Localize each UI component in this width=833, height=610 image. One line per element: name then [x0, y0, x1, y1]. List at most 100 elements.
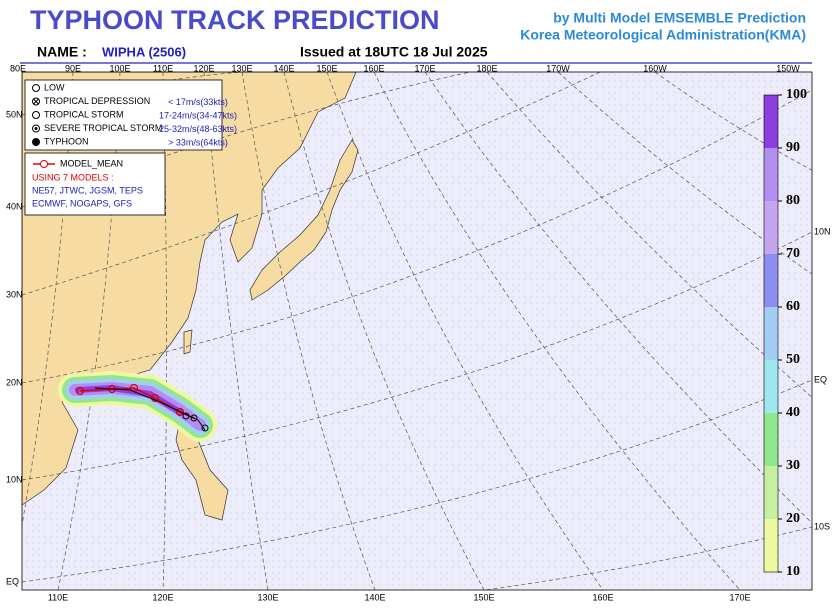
circle: [190, 414, 198, 422]
colorbar-label: 10: [786, 564, 800, 579]
legend-mean: MODEL_MEAN: [60, 158, 123, 168]
bottom-axis-label: 110E: [48, 592, 68, 602]
top-axis-label: 170E: [414, 63, 435, 73]
colorbar-segment: [764, 466, 778, 519]
colorbar-segment: [764, 95, 778, 148]
intensity-name: LOW: [44, 82, 65, 92]
models-list: NE57, JTWC, JGSM, TEPS: [32, 185, 143, 195]
colorbar-label: 30: [786, 458, 800, 473]
path: [22, 89, 812, 384]
bottom-axis-label: 170E: [729, 592, 750, 602]
intensity-name: TROPICAL STORM: [44, 109, 124, 119]
top-axis-label: 100E: [109, 63, 130, 73]
legend-box: [24, 79, 223, 151]
intensity-name: SEVERE TROPICAL STORM: [44, 123, 162, 133]
intensity-range: 25-32m/s(48-63kts): [159, 124, 237, 134]
colorbar-label: 50: [786, 352, 800, 367]
legend-intensity: LOW TROPICAL DEPRESSION < 17m/s(33kts) TROP…: [24, 79, 237, 151]
colorbar-label: 60: [786, 299, 800, 314]
circle: [201, 424, 209, 432]
left-axis-label: 50N: [6, 109, 23, 119]
path: [557, 72, 812, 275]
colorbar-segment: [764, 360, 778, 413]
typhoon-name: WIPHA (2506): [102, 44, 186, 59]
colorbar-label: 70: [786, 246, 800, 261]
circle: [182, 412, 190, 420]
mean-icon: [40, 160, 48, 168]
path: [22, 379, 812, 583]
circle: [175, 407, 185, 417]
colorbar-segment: [764, 148, 778, 201]
path: [373, 72, 741, 590]
top-axis-label: 160W: [643, 63, 667, 73]
land-japan: [249, 139, 359, 301]
intensity-name: TROPICAL DEPRESSION: [44, 96, 150, 106]
path: [22, 231, 812, 481]
models-title: USING 7 MODELS :: [32, 172, 114, 182]
graticule: [0, 72, 812, 590]
colorbar-segment: [764, 519, 778, 572]
colorbar-segment: [764, 254, 778, 307]
top-axis-label: 130E: [231, 63, 252, 73]
bottom-axis-label: 160E: [592, 592, 613, 602]
subtitle: Korea Meteorological Administration(KMA): [520, 27, 806, 43]
colorbar-label: 100: [786, 87, 807, 102]
left-axis-label: 10N: [6, 474, 23, 484]
path: [22, 72, 601, 296]
left-axis-label: 20N: [6, 377, 23, 387]
path: [241, 72, 376, 590]
issued: Issued at 18UTC 18 Jul 2025: [300, 44, 488, 60]
bottom-axis-label: 120E: [152, 592, 173, 602]
title: TYPHOON TRACK PREDICTION: [30, 5, 440, 35]
colorbar-label: 90: [786, 140, 800, 155]
top-axis-label: 120E: [193, 63, 214, 73]
right-axis-label: 10N: [814, 226, 831, 236]
path: [482, 526, 812, 590]
colorbar-frame: [763, 94, 779, 573]
intensity-range: > 33m/s(64kts): [168, 137, 228, 147]
intensity-icon: [34, 127, 38, 130]
top-axis-label: 170W: [546, 63, 570, 73]
top-axis-label: 110E: [153, 63, 173, 73]
top-axis-label: 150E: [316, 63, 337, 73]
model-tracks: [94, 387, 209, 432]
colorbar-segment: [764, 307, 778, 360]
intensity-icon: [32, 84, 40, 92]
path: [94, 387, 206, 431]
top-axis-label: 150W: [776, 63, 800, 73]
intensity-icon: [33, 98, 39, 105]
colorbar-label: 40: [786, 405, 800, 420]
left-axis-label: 40N: [6, 201, 23, 211]
colorbar-segment: [764, 413, 778, 466]
subtitle: by Multi Model EMSEMBLE Prediction: [553, 10, 806, 26]
path: [283, 72, 485, 590]
path: [654, 72, 812, 171]
left-axis-label: 30N: [6, 289, 23, 299]
bottom-axis-label: 150E: [473, 592, 494, 602]
intensity-range: 17-24m/s(34-47kts): [159, 110, 237, 120]
top-axis-label: 140E: [273, 63, 294, 73]
intensity-name: TYPHOON: [44, 136, 89, 146]
top-axis-label: 180E: [476, 63, 497, 73]
name-label: NAME :: [37, 44, 87, 60]
top-axis-label: 90E: [65, 63, 81, 73]
colorbar-segment: [764, 201, 778, 254]
right-axis-label: 10S: [814, 521, 830, 531]
colorbar-label: 20: [786, 511, 800, 526]
intensity-range: < 17m/s(33kts): [168, 97, 228, 107]
map-frame: [21, 71, 813, 591]
circle: [75, 386, 85, 396]
circle: [150, 393, 160, 403]
land-taiwan: [183, 329, 193, 355]
path: [424, 72, 812, 524]
path: [0, 72, 18, 590]
colorbar: 10 20 30 40 50 60 70 80 90 100: [763, 87, 807, 579]
path: [22, 72, 360, 116]
models-list: ECMWF, NOGAPS, GFS: [32, 198, 132, 208]
bottom-axis-label: 140E: [364, 592, 385, 602]
colorbar-label: 80: [786, 193, 800, 208]
bottom-axis-label: 130E: [257, 592, 278, 602]
path: [326, 72, 604, 590]
legend-models: MODEL_MEAN USING 7 MODELS : NE57, JTWC, …: [24, 152, 166, 216]
